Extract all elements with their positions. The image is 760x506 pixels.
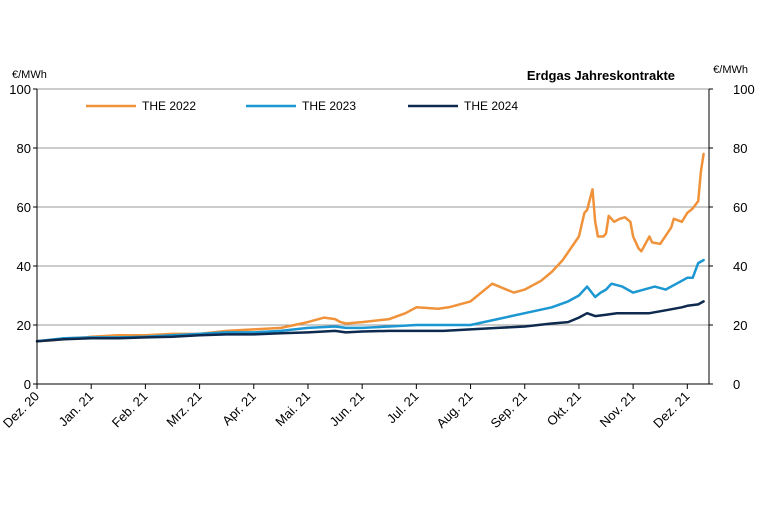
chart-title: Erdgas Jahreskontrakte: [527, 68, 675, 83]
y-axis-left-ticks: 0 20 40 60 80 100: [9, 82, 31, 392]
x-tick-label-nov-21: Nov. 21: [597, 389, 639, 431]
x-tick-label-mai-21: Mai. 21: [272, 389, 313, 430]
x-tick-label-jul-21: Jul. 21: [384, 389, 422, 427]
x-tick-label-feb-21: Feb. 21: [109, 389, 151, 431]
y-axis-right-ticks: 0 20 40 60 80 100: [733, 82, 755, 392]
axes: [33, 88, 713, 389]
y-tick-right-label: 100: [733, 82, 755, 97]
y-tick-left-label: 100: [9, 82, 31, 97]
legend-item-the-2024: THE 2024: [408, 99, 518, 113]
y-axis-right-unit: €/MWh: [713, 64, 748, 76]
y-tick-left-label: 80: [17, 141, 31, 156]
legend-label-the-2022: THE 2022: [142, 99, 196, 113]
legend-item-the-2022: THE 2022: [86, 99, 196, 113]
y-axis-left-unit: €/MWh: [12, 69, 47, 81]
legend: THE 2022 THE 2023 THE 2024: [86, 99, 518, 113]
series-line-the-2022: [35, 152, 705, 343]
x-tick-label-sep-21: Sep. 21: [488, 389, 530, 431]
series-line-the-2024: [35, 300, 705, 343]
legend-label-the-2024: THE 2024: [464, 99, 518, 113]
x-tick-label-dez-20: Dez. 20: [0, 389, 42, 431]
y-tick-left-label: 60: [17, 200, 31, 215]
x-tick-label-mrz-21: Mrz. 21: [163, 389, 204, 430]
x-tick-label-jun-21: Jun. 21: [327, 389, 368, 430]
series-layer: [35, 152, 705, 343]
y-tick-right-label: 80: [733, 141, 747, 156]
x-axis-ticks: Dez. 20 Jan. 21 Feb. 21 Mrz. 21 Apr. 21 Mai. …: [0, 389, 692, 431]
y-tick-right-label: 20: [733, 318, 747, 333]
y-tick-left-label: 40: [17, 259, 31, 274]
legend-label-the-2023: THE 2023: [302, 99, 356, 113]
x-tick-label-dez-21: Dez. 21: [650, 389, 692, 431]
series-line-the-2023: [35, 258, 705, 343]
y-tick-left-label: 0: [24, 377, 31, 392]
y-tick-right-label: 40: [733, 259, 747, 274]
legend-item-the-2023: THE 2023: [246, 99, 356, 113]
x-tick-label-aug-21: Aug. 21: [433, 389, 475, 431]
x-tick-label-apr-21: Apr. 21: [219, 389, 259, 429]
y-tick-right-label: 0: [733, 377, 740, 392]
x-tick-label-okt-21: Okt. 21: [544, 389, 584, 429]
grid-lines: [37, 88, 709, 326]
x-tick-label-jan-21: Jan. 21: [56, 389, 97, 430]
y-tick-right-label: 60: [733, 200, 747, 215]
y-tick-left-label: 20: [17, 318, 31, 333]
